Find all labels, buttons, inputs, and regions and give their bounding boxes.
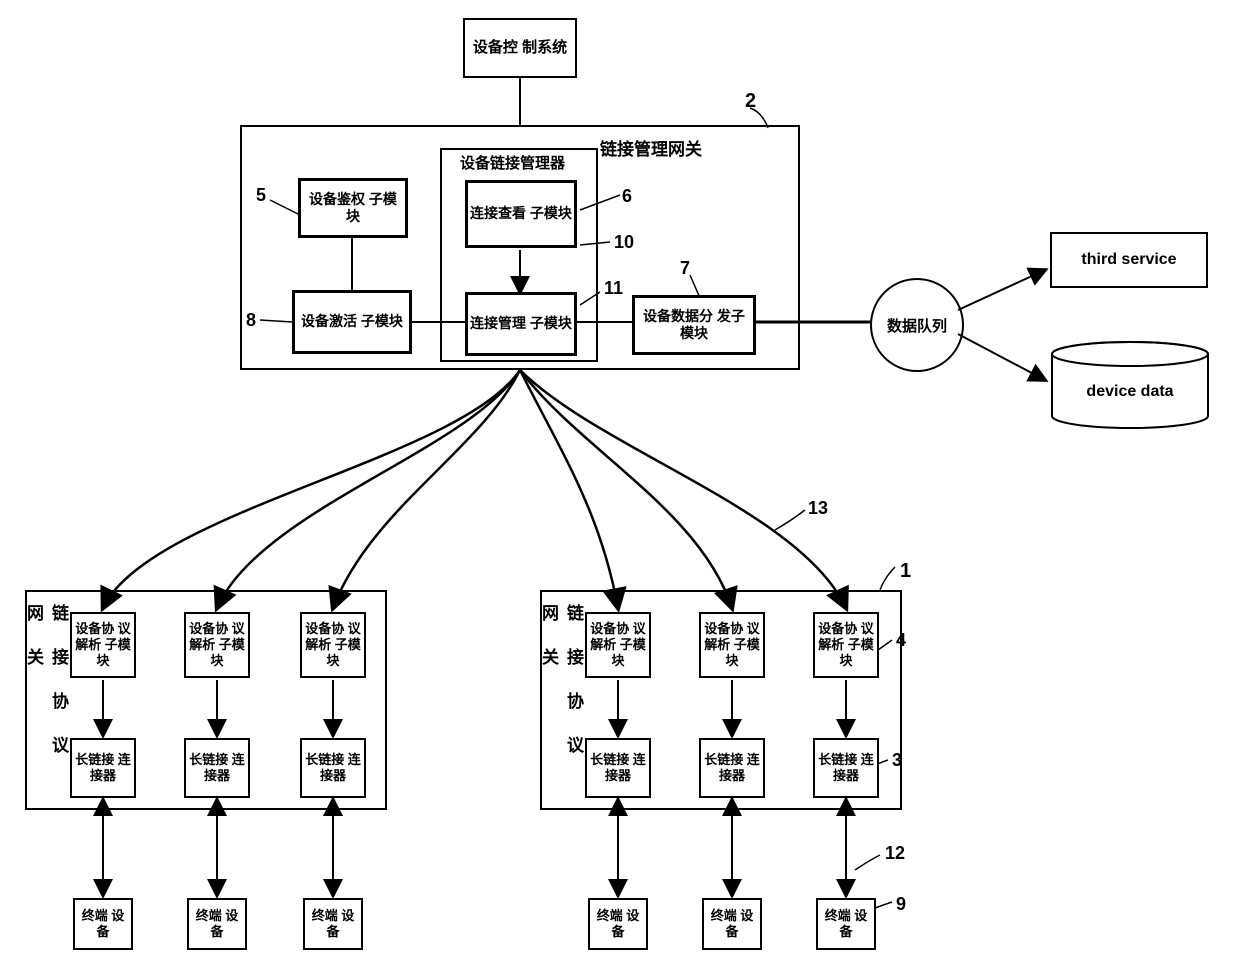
auth-submodule-box: 设备鉴权 子模块 <box>298 178 408 238</box>
link-protocol-gateway-right-title: 链 接 协 议 网 关 <box>550 604 572 794</box>
terminal-r2: 终端 设备 <box>702 898 762 950</box>
parser-r2: 设备协 议解析 子模块 <box>699 612 765 678</box>
ref-num-2: 2 <box>745 90 756 113</box>
ref-num-3: 3 <box>892 750 902 771</box>
connector-l1: 长链接 连接器 <box>70 738 136 798</box>
parser-r1: 设备协 议解析 子模块 <box>585 612 651 678</box>
ref-num-5: 5 <box>256 185 266 206</box>
terminal-l3: 终端 设备 <box>303 898 363 950</box>
connector-l2: 长链接 连接器 <box>184 738 250 798</box>
connection-view-submodule: 连接查看 子模块 <box>465 180 577 248</box>
terminal-r3: 终端 设备 <box>816 898 876 950</box>
device-link-manager-title: 设备链接管理器 <box>460 152 565 173</box>
data-distribute-submodule: 设备数据分 发子模块 <box>632 295 756 355</box>
data-queue-circle: 数据队列 <box>870 278 964 372</box>
third-service-box: third service <box>1050 232 1208 288</box>
connector-r1: 长链接 连接器 <box>585 738 651 798</box>
connector-r2: 长链接 连接器 <box>699 738 765 798</box>
gateway-title: 链接管理网关 <box>600 135 702 160</box>
device-data-cylinder: device data <box>1050 340 1210 430</box>
connector-r3: 长链接 连接器 <box>813 738 879 798</box>
parser-l1: 设备协 议解析 子模块 <box>70 612 136 678</box>
parser-l3: 设备协 议解析 子模块 <box>300 612 366 678</box>
terminal-r1: 终端 设备 <box>588 898 648 950</box>
terminal-l1: 终端 设备 <box>73 898 133 950</box>
ref-num-7: 7 <box>680 258 690 279</box>
ref-num-4: 4 <box>896 630 906 651</box>
connector-l3: 长链接 连接器 <box>300 738 366 798</box>
ref-num-1: 1 <box>900 560 911 583</box>
connection-mgmt-submodule: 连接管理 子模块 <box>465 292 577 356</box>
link-protocol-gateway-left-title: 链 接 协 议 网 关 <box>35 604 57 794</box>
diagram-canvas: 设备控 制系统 链接管理网关 2 5 设备鉴权 子模块 8 设备激活 子模块 设… <box>0 0 1240 973</box>
parser-l2: 设备协 议解析 子模块 <box>184 612 250 678</box>
ref-num-8: 8 <box>246 310 256 331</box>
ref-num-13: 13 <box>808 498 828 519</box>
ref-num-12: 12 <box>885 843 905 864</box>
terminal-l2: 终端 设备 <box>187 898 247 950</box>
ref-num-11: 11 <box>604 278 623 299</box>
ref-num-9: 9 <box>896 894 906 915</box>
parser-r3: 设备协 议解析 子模块 <box>813 612 879 678</box>
ref-num-6: 6 <box>622 186 632 207</box>
activate-submodule-box: 设备激活 子模块 <box>292 290 412 354</box>
device-data-label: device data <box>1086 383 1173 400</box>
ref-num-10: 10 <box>614 232 634 253</box>
device-control-system-box: 设备控 制系统 <box>463 18 577 78</box>
